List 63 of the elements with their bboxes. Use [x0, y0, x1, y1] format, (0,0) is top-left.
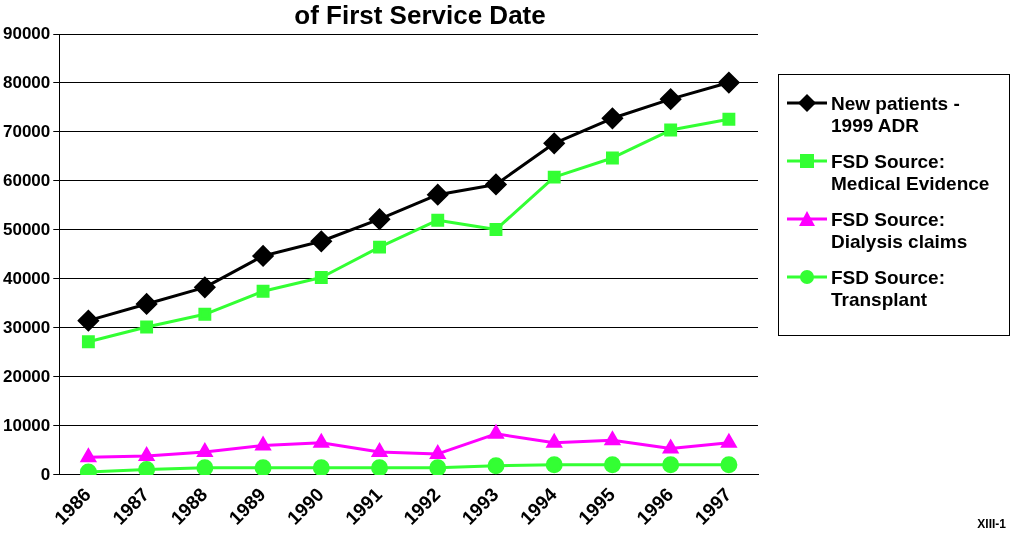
point	[312, 459, 330, 475]
point	[255, 437, 271, 451]
point	[431, 213, 445, 227]
point	[664, 123, 678, 137]
point	[718, 72, 740, 94]
y-tick-label: 60000	[2, 170, 51, 190]
point	[662, 456, 680, 474]
point	[722, 112, 736, 126]
point	[545, 456, 563, 474]
text: XIII-1	[977, 517, 1006, 531]
point	[314, 271, 328, 284]
point	[485, 173, 507, 195]
point	[543, 132, 565, 154]
y-tick-label: 30000	[2, 317, 51, 337]
legend-label: FSD Source: Transplant	[831, 267, 947, 311]
point	[77, 310, 99, 332]
point	[603, 456, 621, 474]
point	[139, 447, 155, 461]
y-tick-label: 80000	[2, 72, 51, 92]
point	[313, 434, 329, 448]
point	[138, 461, 156, 475]
point	[605, 151, 619, 165]
point	[197, 443, 213, 457]
point	[663, 440, 679, 454]
point	[140, 320, 154, 334]
point	[373, 240, 386, 254]
y-tick-label: 10000	[2, 415, 51, 435]
point	[601, 107, 623, 129]
y-tick-label: 0	[40, 464, 51, 484]
y-tick-label: 50000	[2, 219, 51, 239]
y-tick-label: 90000	[2, 23, 51, 43]
point	[371, 459, 389, 475]
point	[547, 170, 561, 184]
point	[660, 88, 682, 110]
point	[194, 276, 216, 298]
point	[429, 459, 447, 475]
point	[430, 445, 446, 459]
point	[371, 443, 388, 457]
point	[254, 459, 272, 475]
point	[720, 456, 738, 474]
point	[81, 335, 95, 349]
chart-title: of First Service Date	[293, 0, 547, 30]
point	[256, 284, 270, 298]
point	[604, 431, 620, 446]
point	[80, 448, 96, 463]
point	[427, 184, 449, 206]
point	[136, 293, 158, 315]
point	[546, 434, 562, 448]
point	[487, 457, 505, 475]
point	[489, 223, 503, 236]
legend-label: FSD Source: Medical Evidence	[831, 151, 991, 195]
point	[198, 307, 212, 321]
y-tick-label: 70000	[2, 121, 51, 141]
point	[252, 245, 274, 267]
point	[369, 208, 391, 230]
y-tick-label: 40000	[2, 268, 51, 288]
legend-label: New patients - 1999 ADR	[831, 93, 961, 137]
point	[196, 459, 214, 475]
legend-label: FSD Source: Dialysis claims	[831, 209, 969, 253]
y-tick-label: 20000	[2, 366, 51, 386]
point	[310, 230, 332, 252]
point	[721, 434, 737, 448]
point	[488, 425, 504, 439]
